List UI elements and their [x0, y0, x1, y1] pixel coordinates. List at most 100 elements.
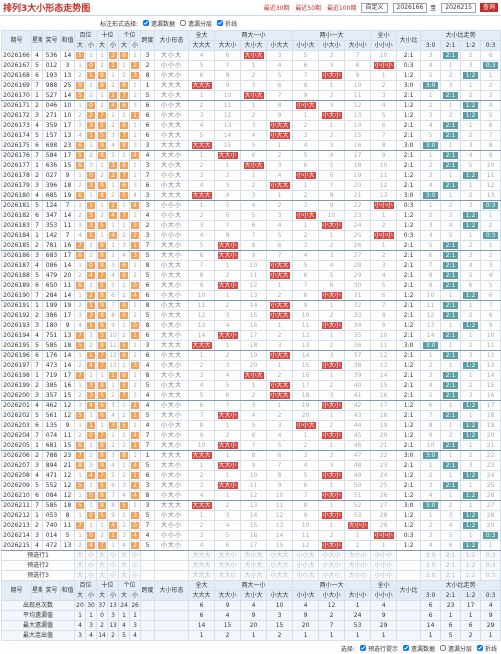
option[interactable]: 折线 [476, 644, 497, 653]
preselect-cell[interactable]: 大 [118, 560, 131, 571]
preselect-cell[interactable]: 2:1 [440, 550, 462, 561]
shape: 小大小 [154, 360, 190, 371]
option[interactable]: 预选行提示 [359, 644, 398, 653]
position-hit: 1 [84, 230, 98, 241]
preselect-cell[interactable]: 大大大 [188, 570, 216, 581]
preselect-cell[interactable]: 小大小 [318, 570, 346, 581]
shape-mark: 大大大 [191, 502, 212, 509]
option[interactable]: 遗漏分层 [180, 19, 212, 28]
preselect-cell[interactable]: 大小大 [240, 560, 268, 571]
preselect-cell[interactable]: 小 [129, 550, 142, 561]
shape-omission: 5 [292, 150, 320, 161]
shape-omission: 5 [292, 50, 320, 61]
query-button[interactable]: 查询 [479, 3, 498, 12]
preselect-cell[interactable]: 大 [96, 560, 109, 571]
ratio-hit: 2:1 [440, 370, 462, 381]
option[interactable]: 遗漏数据 [143, 19, 175, 28]
preselect-cell[interactable]: 小 [84, 550, 98, 561]
preselect-cell[interactable]: 大小小 [344, 570, 372, 581]
preselect-cell[interactable]: 小小小 [370, 570, 398, 581]
shape-omission: 2 [214, 270, 242, 281]
position-hit: 4 [129, 460, 142, 471]
option-checkbox[interactable] [402, 645, 409, 651]
preselect-cell[interactable]: 1:2 [460, 570, 482, 581]
ratio-hit: 1:2 [460, 290, 482, 301]
preselect-cell[interactable]: 2:1 [440, 570, 462, 581]
option[interactable]: 遗漏分层 [439, 644, 472, 653]
preselect-cell[interactable]: 3:0 [420, 560, 442, 571]
from-input[interactable]: 2026166 [392, 2, 428, 13]
preselect-cell[interactable]: 小 [129, 570, 142, 581]
option[interactable]: 折线 [217, 19, 237, 28]
preselect-cell[interactable]: 大小小 [344, 550, 372, 561]
shape-omission: 6 [292, 270, 320, 281]
preselect-cell[interactable]: 大小大 [240, 550, 268, 561]
preselect-cell[interactable]: 小大小 [318, 550, 346, 561]
position-subheader: 大 [118, 40, 131, 51]
preselect-cell[interactable]: 大大小 [214, 550, 242, 561]
preselect-cell[interactable]: 大 [96, 550, 109, 561]
range-select[interactable]: 自定义 [361, 2, 388, 13]
preselect-cell[interactable]: 小大大 [266, 570, 294, 581]
preselect-cell[interactable]: 小小大 [292, 570, 320, 581]
option-checkbox[interactable] [476, 645, 483, 651]
shape-omission: 3 [292, 130, 320, 141]
preselect-cell[interactable]: 大大小 [214, 560, 242, 571]
period-link[interactable]: 最近50期 [295, 5, 322, 12]
option-checkbox[interactable] [217, 20, 224, 26]
shape-omission: 7 [266, 460, 294, 471]
period-link[interactable]: 最近100期 [327, 5, 357, 12]
shape-mark: 小大小 [321, 322, 342, 329]
preselect-cell[interactable]: 0:3 [480, 570, 501, 581]
preselect-cell[interactable]: 小大大 [266, 560, 294, 571]
shape-omission: 4 [214, 370, 242, 381]
preselect-cell[interactable]: 1:2 [460, 550, 482, 561]
preselect-cell[interactable]: 小大小 [318, 560, 346, 571]
option[interactable]: 遗漏数据 [402, 644, 435, 653]
preselect-cell[interactable]: 1:2 [460, 560, 482, 571]
preselect-cell[interactable]: 大 [118, 570, 131, 581]
preselect-cell[interactable]: 大 [74, 570, 86, 581]
position-omission: 1 [96, 370, 109, 381]
preselect-cell[interactable]: 小 [107, 570, 120, 581]
position-hit: 3 [84, 220, 98, 231]
preselect-cell[interactable]: 小 [107, 550, 120, 561]
preselect-cell[interactable]: 小小大 [292, 550, 320, 561]
preselect-cell[interactable]: 小大大 [266, 550, 294, 561]
preselect-cell[interactable]: 大小小 [344, 560, 372, 571]
preselect-cell[interactable]: 小 [107, 560, 120, 571]
option-checkbox[interactable] [143, 20, 150, 26]
ratio-hit: 2:1 [440, 130, 462, 141]
preselect-cell[interactable]: 小 [84, 560, 98, 571]
preselect-cell[interactable]: 小 [84, 570, 98, 581]
preselect-cell[interactable]: 大大小 [214, 570, 242, 581]
option-checkbox[interactable] [439, 645, 446, 651]
preselect-cell[interactable]: 小小小 [370, 550, 398, 561]
preselect-cell[interactable]: 3:0 [420, 570, 442, 581]
preselect-cell[interactable]: 0:3 [480, 550, 501, 561]
draw-row: 2026179 3 396 18 2 3 9 1 6 3 6 小大大 4 3 2 小大大 1 7 20 12 2:1 4 2… [1, 180, 501, 191]
preselect-cell[interactable]: 2:1 [440, 560, 462, 571]
to-input[interactable]: 2026215 [441, 2, 476, 13]
sum: 18 [60, 500, 75, 511]
stats-value: 9 [370, 610, 398, 621]
preselect-cell[interactable]: 大 [74, 560, 86, 571]
option-checkbox[interactable] [359, 645, 366, 651]
preselect-cell[interactable]: 小 [129, 560, 142, 571]
preselect-cell[interactable]: 小小小 [370, 560, 398, 571]
preselect-cell[interactable]: 大 [96, 570, 109, 581]
preselect-cell[interactable]: 大 [118, 550, 131, 561]
preselect-cell[interactable]: 3:0 [420, 550, 442, 561]
preselect-cell[interactable]: 大大大 [188, 560, 216, 571]
draw-number: 462 [42, 400, 61, 411]
preselect-cell[interactable]: 小小大 [292, 560, 320, 571]
stats-value: 20 [292, 620, 320, 631]
period-link[interactable]: 最近30期 [263, 5, 290, 12]
option-checkbox[interactable] [180, 20, 187, 26]
preselect-cell[interactable]: 大大大 [188, 550, 216, 561]
preselect-cell[interactable]: 0:3 [480, 560, 501, 571]
preselect-cell[interactable]: 大小大 [240, 570, 268, 581]
shape-hit: 大大小 [214, 460, 242, 471]
shape-mark: 大大小 [217, 332, 238, 339]
preselect-cell[interactable]: 大 [74, 550, 86, 561]
